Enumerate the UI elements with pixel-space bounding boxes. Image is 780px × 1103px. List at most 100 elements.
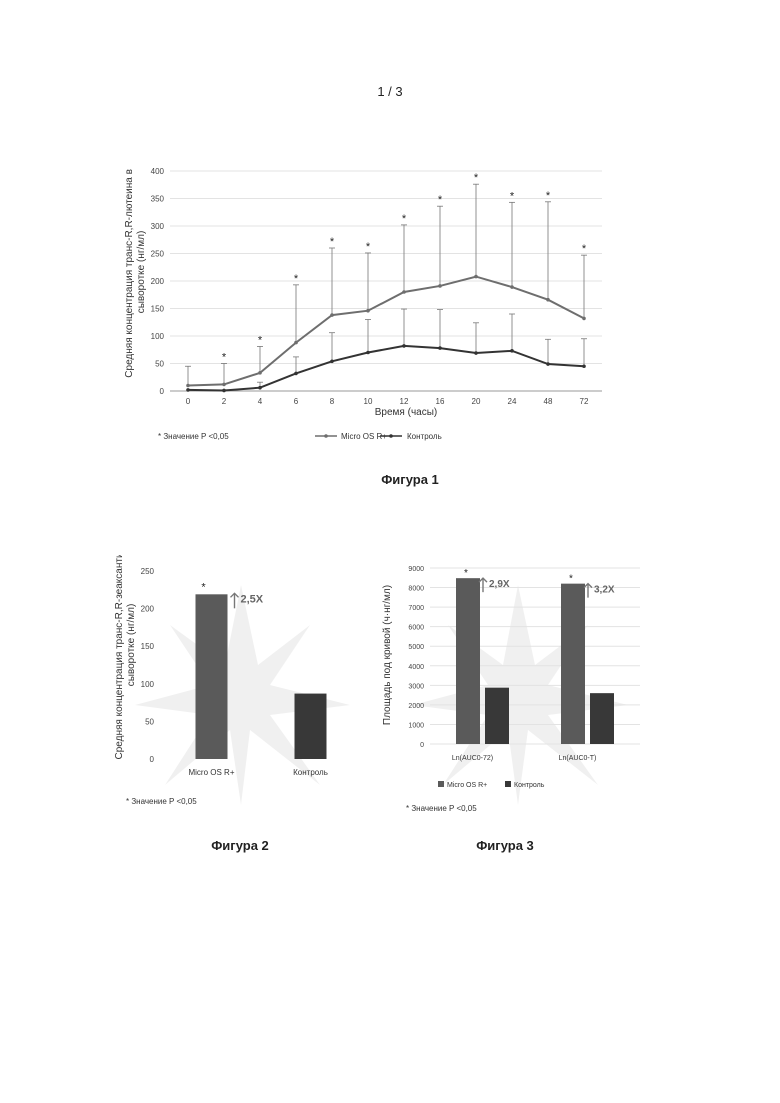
fig1-significance-marker: * [402, 213, 407, 225]
fig3-footnote: * Значение P <0,05 [406, 804, 477, 813]
fig1-point [510, 349, 514, 353]
fig1-significance-marker: * [474, 172, 479, 184]
fig1-significance-marker: * [222, 352, 227, 364]
fig1-point [186, 388, 190, 392]
fig1-point [546, 298, 550, 302]
page-number: 1 / 3 [0, 84, 780, 99]
fig3-y-tick-label: 9000 [408, 566, 424, 573]
fig1-y-tick-label: 300 [151, 222, 165, 231]
fig1-legend-series-2: Контроль [407, 432, 442, 441]
fig1-x-tick-label: 10 [364, 397, 373, 406]
fig1-point [582, 364, 586, 368]
fig1-point [222, 389, 226, 393]
fig1-point [474, 351, 478, 355]
fig1-y-axis-label: Средняя концентрация транс-R,R-лютеина в… [124, 166, 147, 377]
fig1-series-line-1 [188, 277, 584, 386]
fig1-y-tick-label: 150 [151, 305, 165, 314]
fig1-point [258, 371, 262, 375]
fig3-legend-series-1: Micro OS R+ [447, 782, 487, 789]
fig1-significance-marker: * [294, 273, 299, 285]
fig1-point [294, 372, 298, 376]
fig1-y-tick-labels: 050100150200250300350400 [151, 167, 165, 396]
fig2-x-tick-labels: Micro OS R+Контроль [188, 768, 327, 777]
fig2-footnote: * Значение P <0,05 [126, 797, 197, 806]
fig2-bar [295, 694, 327, 759]
fig3-fold-annotation: 3,2X [594, 585, 615, 596]
fig1-point [546, 362, 550, 366]
fig1-significance-marker: * [258, 334, 263, 346]
fig1-x-tick-label: 2 [222, 397, 227, 406]
figure-3-caption: Фигура 3 [455, 838, 555, 853]
fig2-y-tick-label: 100 [141, 680, 155, 689]
fig1-point [330, 313, 334, 317]
fig3-legend-series-2: Контроль [514, 782, 545, 789]
fig3-y-tick-label: 7000 [408, 605, 424, 612]
fig2-y-axis-label: Средняя концентрация транс-R,R-зеаксанти… [114, 555, 137, 759]
fig1-point [222, 383, 226, 387]
fig3-x-tick-label: Ln(AUC0-T) [559, 755, 597, 762]
figure-2-caption: Фигура 2 [190, 838, 290, 853]
figure-2-bar-chart: 050100150200250 Micro OS R+Контроль *2,5… [110, 555, 372, 817]
fig1-legend: Micro OS R+ Контроль [315, 432, 442, 441]
fig1-significance-marker: * [366, 241, 371, 253]
fig2-significance-marker: * [201, 581, 206, 593]
fig3-y-tick-label: 2000 [408, 703, 424, 710]
fig1-y-tick-label: 250 [151, 250, 165, 259]
fig3-significance-marker: * [464, 568, 468, 579]
fig3-fold-annotation: 2,9X [489, 579, 510, 590]
fig2-y-tick-label: 150 [141, 642, 155, 651]
fig1-point [330, 360, 334, 364]
fig1-y-tick-label: 200 [151, 277, 165, 286]
fig2-bar [196, 594, 228, 759]
figure-1-caption: Фигура 1 [360, 472, 460, 487]
fig1-x-tick-label: 48 [544, 397, 553, 406]
fig1-x-tick-label: 4 [258, 397, 263, 406]
fig1-x-tick-label: 6 [294, 397, 299, 406]
fig2-y-tick-labels: 050100150200250 [141, 567, 155, 764]
figure-3-bar-chart: 0100020003000400050006000700080009000 Ln… [378, 555, 658, 817]
fig1-y-tick-label: 100 [151, 332, 165, 341]
fig1-point [438, 284, 442, 288]
fig1-x-tick-label: 16 [436, 397, 445, 406]
fig3-bar [485, 688, 509, 744]
fig1-y-tick-label: 50 [155, 360, 164, 369]
fig1-point [366, 309, 370, 313]
fig1-y-tick-label: 350 [151, 195, 165, 204]
fig1-y-tick-label: 400 [151, 167, 165, 176]
fig3-annotations: * 2,9X * 3,2X [464, 568, 615, 597]
fig1-footnote: * Значение P <0,05 [158, 432, 229, 441]
fig3-significance-marker: * [569, 574, 573, 585]
fig1-x-tick-label: 8 [330, 397, 335, 406]
fig1-x-tick-labels: 0246810121620244872 [186, 397, 589, 406]
fig1-x-tick-label: 12 [400, 397, 409, 406]
fig1-point [402, 290, 406, 294]
fig2-y-tick-label: 200 [141, 605, 155, 614]
fig2-fold-annotation: 2,5X [241, 593, 264, 605]
fig2-x-tick-label: Micro OS R+ [188, 768, 234, 777]
fig1-x-tick-label: 20 [472, 397, 481, 406]
fig1-x-tick-label: 0 [186, 397, 191, 406]
fig3-y-tick-label: 3000 [408, 683, 424, 690]
figure-1-line-chart: 050100150200250300350400 024681012162024… [110, 160, 630, 455]
fig3-y-tick-label: 8000 [408, 586, 424, 593]
fig1-significance-marker: * [330, 236, 335, 248]
fig3-y-tick-label: 0 [420, 742, 424, 749]
fig3-x-tick-label: Ln(AUC0-72) [452, 755, 493, 762]
fig1-point [510, 285, 514, 289]
fig1-point [438, 346, 442, 350]
fig3-y-axis-label: Площадь под кривой (ч·нг/мл) [382, 585, 393, 725]
fig1-x-axis-label: Время (часы) [375, 407, 437, 418]
fig1-point [258, 386, 262, 390]
fig1-point [582, 317, 586, 321]
fig1-significance-marker: * [582, 243, 587, 255]
fig1-point [294, 341, 298, 345]
fig1-significance-marker: * [546, 190, 551, 202]
fig1-x-tick-label: 24 [508, 397, 517, 406]
fig3-y-tick-label: 1000 [408, 722, 424, 729]
fig1-significance-marker: * [510, 190, 515, 202]
fig2-y-tick-label: 50 [145, 717, 154, 726]
fig1-series-lines [186, 275, 586, 392]
fig3-y-tick-label: 5000 [408, 644, 424, 651]
fig3-legend: Micro OS R+ Контроль [438, 781, 545, 789]
fig3-bar [590, 693, 614, 744]
